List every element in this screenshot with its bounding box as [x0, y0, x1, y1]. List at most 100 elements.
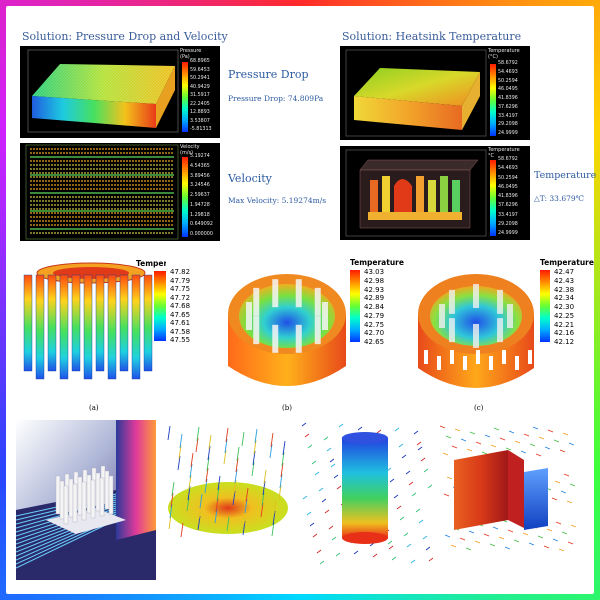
velocity-vector [177, 455, 181, 471]
velocity-vector [558, 548, 565, 552]
velocity-vector [311, 460, 317, 465]
fin-1 [370, 180, 378, 216]
vent-slot [437, 356, 441, 370]
velocity-vector [262, 480, 266, 496]
temp-b-legend-title: Temperature °C [488, 147, 520, 159]
velocity-vector [522, 532, 529, 536]
pin-fin [77, 476, 83, 516]
velocity-vector [484, 434, 491, 438]
sim-b-colorbar [350, 270, 360, 342]
temp-b-tick-label: 24.9999 [498, 231, 518, 236]
velocity-tick-label: 0.649092 [190, 222, 213, 228]
velocity-vector [483, 533, 490, 537]
velocity-vector [523, 433, 530, 437]
velocity-vector [507, 529, 514, 533]
velocity-vector [554, 480, 561, 484]
velocity-vector [208, 434, 212, 450]
velocity-vector [443, 493, 450, 497]
velocity-vector [569, 483, 576, 487]
sim-a-tick-label: 47.75 [170, 285, 191, 293]
velocity-vector [233, 479, 237, 495]
velocity-vector [321, 498, 327, 503]
velocity-vector [425, 546, 431, 551]
velocity-vector [324, 509, 330, 514]
flow-line [16, 519, 117, 569]
velocity-vector [553, 439, 560, 443]
velocity-vector [388, 545, 394, 550]
heatsink-front [32, 96, 156, 128]
temperature-panel-a: Temperature (°C) 58.6792 54.4693 50.2594 46… [340, 46, 530, 140]
velocity-vector [331, 536, 337, 541]
velocity-panel: Velocity (m/s) 5.19274 4.54365 3.89456 3.24… [20, 143, 220, 241]
pin-fin [68, 478, 74, 518]
velocity-vector [338, 423, 344, 428]
vent-slot [476, 350, 480, 364]
fin [497, 289, 504, 314]
sim-a-tick-label: 47.72 [170, 293, 191, 302]
velocity-vector [186, 496, 190, 512]
fin [473, 324, 479, 348]
velocity-vector [280, 462, 284, 478]
velocity-vector [270, 432, 274, 448]
fin [246, 302, 252, 330]
vent-slot [502, 350, 506, 364]
pressure-tick-label: 22.2405 [190, 101, 210, 107]
velocity-vector [314, 471, 320, 476]
velocity-vector [410, 559, 416, 564]
velocity-vector [399, 516, 405, 521]
velocity-vector [396, 505, 402, 510]
pin-fin [55, 475, 61, 515]
velocity-vector [566, 500, 573, 504]
pressure-legend-title: Pressure (Pa) [180, 48, 202, 60]
velocity-vector [271, 521, 275, 537]
sim-a-tick-label: 47.55 [170, 336, 191, 344]
flow-render-3 [298, 420, 433, 570]
velocity-tick-label: 4.54365 [190, 163, 210, 169]
velocity-vector [413, 430, 419, 435]
velocity-vector [389, 478, 395, 483]
velocity-vector [232, 490, 236, 506]
velocity-vector [504, 546, 511, 550]
velocity-vector [353, 550, 359, 555]
velocity-vector [306, 511, 312, 516]
temp-b-tick-label: 37.6296 [498, 203, 518, 209]
velocity-vector [513, 539, 520, 543]
sim-b-tick-label: 42.98 [364, 276, 385, 285]
velocity-vector [560, 490, 567, 494]
velocity-vector [226, 516, 230, 532]
sim-a-image: Temperature [16, 255, 166, 397]
sim-c-image [412, 256, 540, 396]
pressure-plot-svg [27, 49, 179, 133]
velocity-vector [439, 425, 446, 429]
velocity-vector [376, 429, 382, 434]
velocity-vector [236, 446, 240, 462]
sim-c-tick-label: 42.12 [554, 338, 575, 346]
flow-render-4 [436, 420, 576, 570]
velocity-vector [215, 497, 219, 513]
vent-slot [450, 350, 454, 364]
velocity-vector [403, 532, 409, 537]
velocity-vector [567, 541, 574, 545]
fin [71, 274, 81, 372]
velocity-vector [446, 476, 453, 480]
temperature-plot-a-svg [345, 49, 487, 137]
temp-b-tick-label: 41.8396 [498, 194, 518, 199]
caption-c: (c) [474, 404, 484, 412]
velocity-vector [309, 522, 315, 527]
velocity-vector [269, 443, 273, 459]
pin-fin [86, 474, 92, 514]
sim-c-tick-label: 42.43 [554, 276, 575, 285]
velocity-vector [481, 451, 488, 455]
velocity-vector [328, 525, 334, 530]
delta-t-value: △T: 33.679℃ [534, 194, 585, 203]
pressure-tick-label: 12.8893 [190, 110, 210, 115]
velocity-vector [189, 463, 193, 479]
sim-b-tick-label: 42.89 [364, 294, 385, 303]
velocity-vector [442, 452, 449, 456]
pin-fin [72, 483, 78, 523]
velocity-vector [273, 499, 277, 515]
velocity-vector [244, 498, 248, 514]
velocity-vector [178, 444, 182, 460]
sim-a-tick-label: 47.68 [170, 302, 191, 310]
velocity-vector [559, 449, 566, 453]
